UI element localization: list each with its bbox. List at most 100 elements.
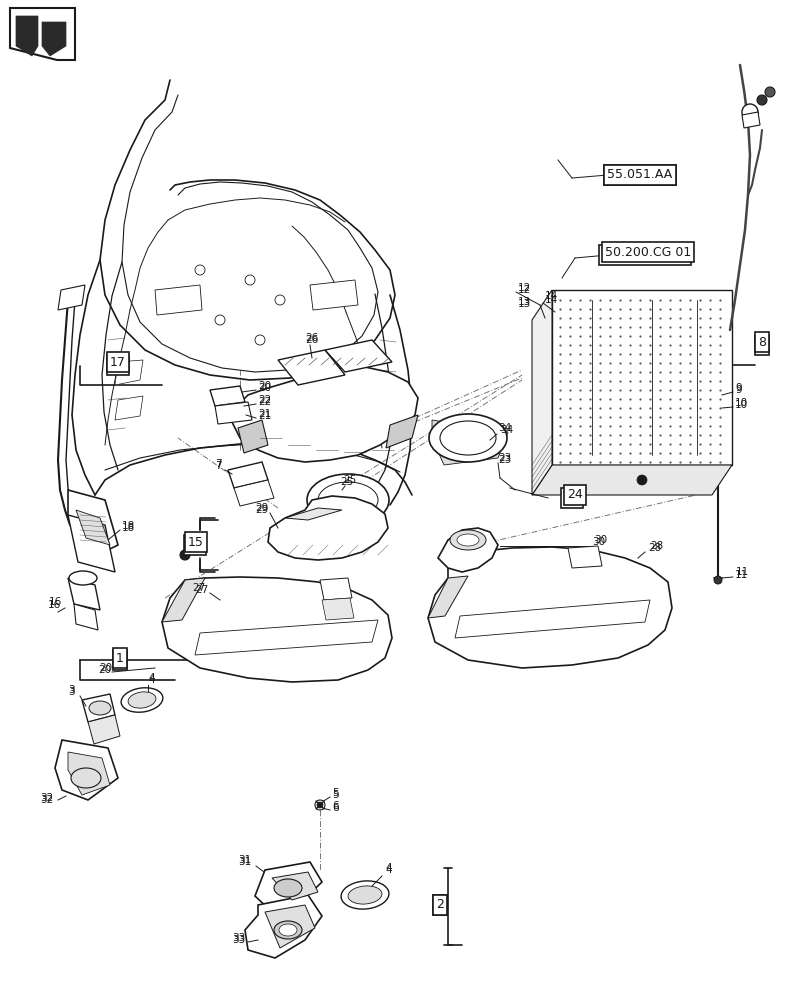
Text: 25: 25 — [340, 477, 353, 487]
Circle shape — [317, 802, 323, 808]
Text: 25: 25 — [343, 475, 356, 485]
Text: 20: 20 — [258, 383, 271, 393]
Text: 4: 4 — [148, 675, 154, 685]
Text: 31: 31 — [238, 855, 251, 865]
Text: 50.200.CG 01: 50.200.CG 01 — [605, 245, 691, 258]
Polygon shape — [10, 8, 75, 60]
Polygon shape — [88, 715, 120, 744]
Ellipse shape — [307, 474, 389, 526]
Text: 17: 17 — [110, 359, 126, 371]
Text: 19: 19 — [193, 541, 206, 551]
Polygon shape — [162, 578, 205, 622]
Polygon shape — [265, 905, 315, 948]
Circle shape — [195, 265, 205, 275]
Ellipse shape — [318, 482, 378, 518]
Polygon shape — [428, 547, 672, 668]
Polygon shape — [285, 508, 342, 520]
Text: 3: 3 — [68, 685, 74, 695]
Circle shape — [714, 576, 722, 584]
Text: 9: 9 — [735, 383, 742, 393]
Text: 6: 6 — [332, 801, 339, 811]
Circle shape — [765, 87, 775, 97]
Text: 12: 12 — [518, 283, 531, 293]
Text: 32: 32 — [40, 795, 53, 805]
Polygon shape — [68, 515, 115, 572]
Polygon shape — [428, 576, 468, 618]
Text: 20: 20 — [99, 663, 112, 673]
Text: 34: 34 — [498, 423, 511, 433]
Text: 29: 29 — [255, 503, 268, 513]
Polygon shape — [115, 360, 143, 385]
Text: 5: 5 — [332, 790, 339, 800]
Polygon shape — [215, 402, 252, 424]
Polygon shape — [55, 740, 118, 800]
Polygon shape — [155, 285, 202, 315]
Polygon shape — [320, 578, 352, 600]
Text: 34: 34 — [500, 425, 513, 435]
Polygon shape — [455, 600, 650, 638]
Circle shape — [637, 475, 647, 485]
Text: 22: 22 — [258, 395, 271, 405]
Ellipse shape — [128, 692, 156, 708]
Text: 2: 2 — [436, 898, 444, 912]
Polygon shape — [568, 546, 602, 568]
Text: 7: 7 — [215, 459, 221, 469]
Polygon shape — [238, 420, 268, 453]
Text: 23: 23 — [498, 455, 511, 465]
Ellipse shape — [440, 421, 496, 455]
Polygon shape — [42, 22, 66, 56]
Text: 9: 9 — [735, 385, 742, 395]
Text: 5: 5 — [332, 788, 339, 798]
Polygon shape — [195, 620, 378, 655]
Polygon shape — [310, 280, 358, 310]
Text: 8: 8 — [758, 336, 766, 349]
Polygon shape — [68, 578, 100, 610]
Text: 1: 1 — [116, 654, 124, 666]
Text: 8: 8 — [758, 338, 766, 352]
Text: 26: 26 — [305, 333, 318, 343]
Text: 27: 27 — [195, 585, 208, 595]
Text: 16: 16 — [49, 597, 62, 607]
Text: 1: 1 — [116, 652, 124, 664]
Polygon shape — [115, 396, 143, 420]
Polygon shape — [322, 598, 354, 620]
Text: 14: 14 — [545, 295, 558, 305]
Ellipse shape — [341, 881, 389, 909]
Text: 14: 14 — [545, 291, 558, 301]
Polygon shape — [68, 752, 110, 795]
Text: 16: 16 — [48, 600, 61, 610]
Text: 32: 32 — [40, 793, 53, 803]
Polygon shape — [432, 420, 508, 465]
Circle shape — [255, 335, 265, 345]
Text: 18: 18 — [122, 523, 135, 533]
Text: 29: 29 — [255, 505, 268, 515]
Polygon shape — [228, 462, 268, 488]
Polygon shape — [16, 16, 38, 56]
Text: 17: 17 — [110, 356, 126, 368]
Text: 21: 21 — [258, 411, 271, 421]
Polygon shape — [74, 604, 98, 630]
Text: 33: 33 — [232, 933, 246, 943]
Polygon shape — [438, 528, 498, 572]
Polygon shape — [58, 285, 85, 310]
Polygon shape — [68, 490, 118, 558]
Ellipse shape — [348, 886, 382, 904]
Text: 33: 33 — [232, 935, 246, 945]
Text: 19: 19 — [192, 543, 205, 553]
Ellipse shape — [279, 924, 297, 936]
Text: 4: 4 — [385, 865, 392, 875]
Text: 26: 26 — [305, 335, 318, 345]
Text: 28: 28 — [650, 541, 663, 551]
Text: 27: 27 — [192, 583, 205, 593]
Polygon shape — [234, 480, 274, 506]
Ellipse shape — [450, 530, 486, 550]
Text: 30: 30 — [592, 537, 605, 547]
Polygon shape — [232, 367, 418, 462]
Text: 15: 15 — [187, 538, 203, 552]
Polygon shape — [162, 577, 392, 682]
Text: 20: 20 — [258, 381, 271, 391]
Polygon shape — [272, 872, 318, 900]
Text: 24: 24 — [567, 488, 583, 502]
Ellipse shape — [274, 879, 302, 897]
Text: 12: 12 — [518, 285, 531, 295]
